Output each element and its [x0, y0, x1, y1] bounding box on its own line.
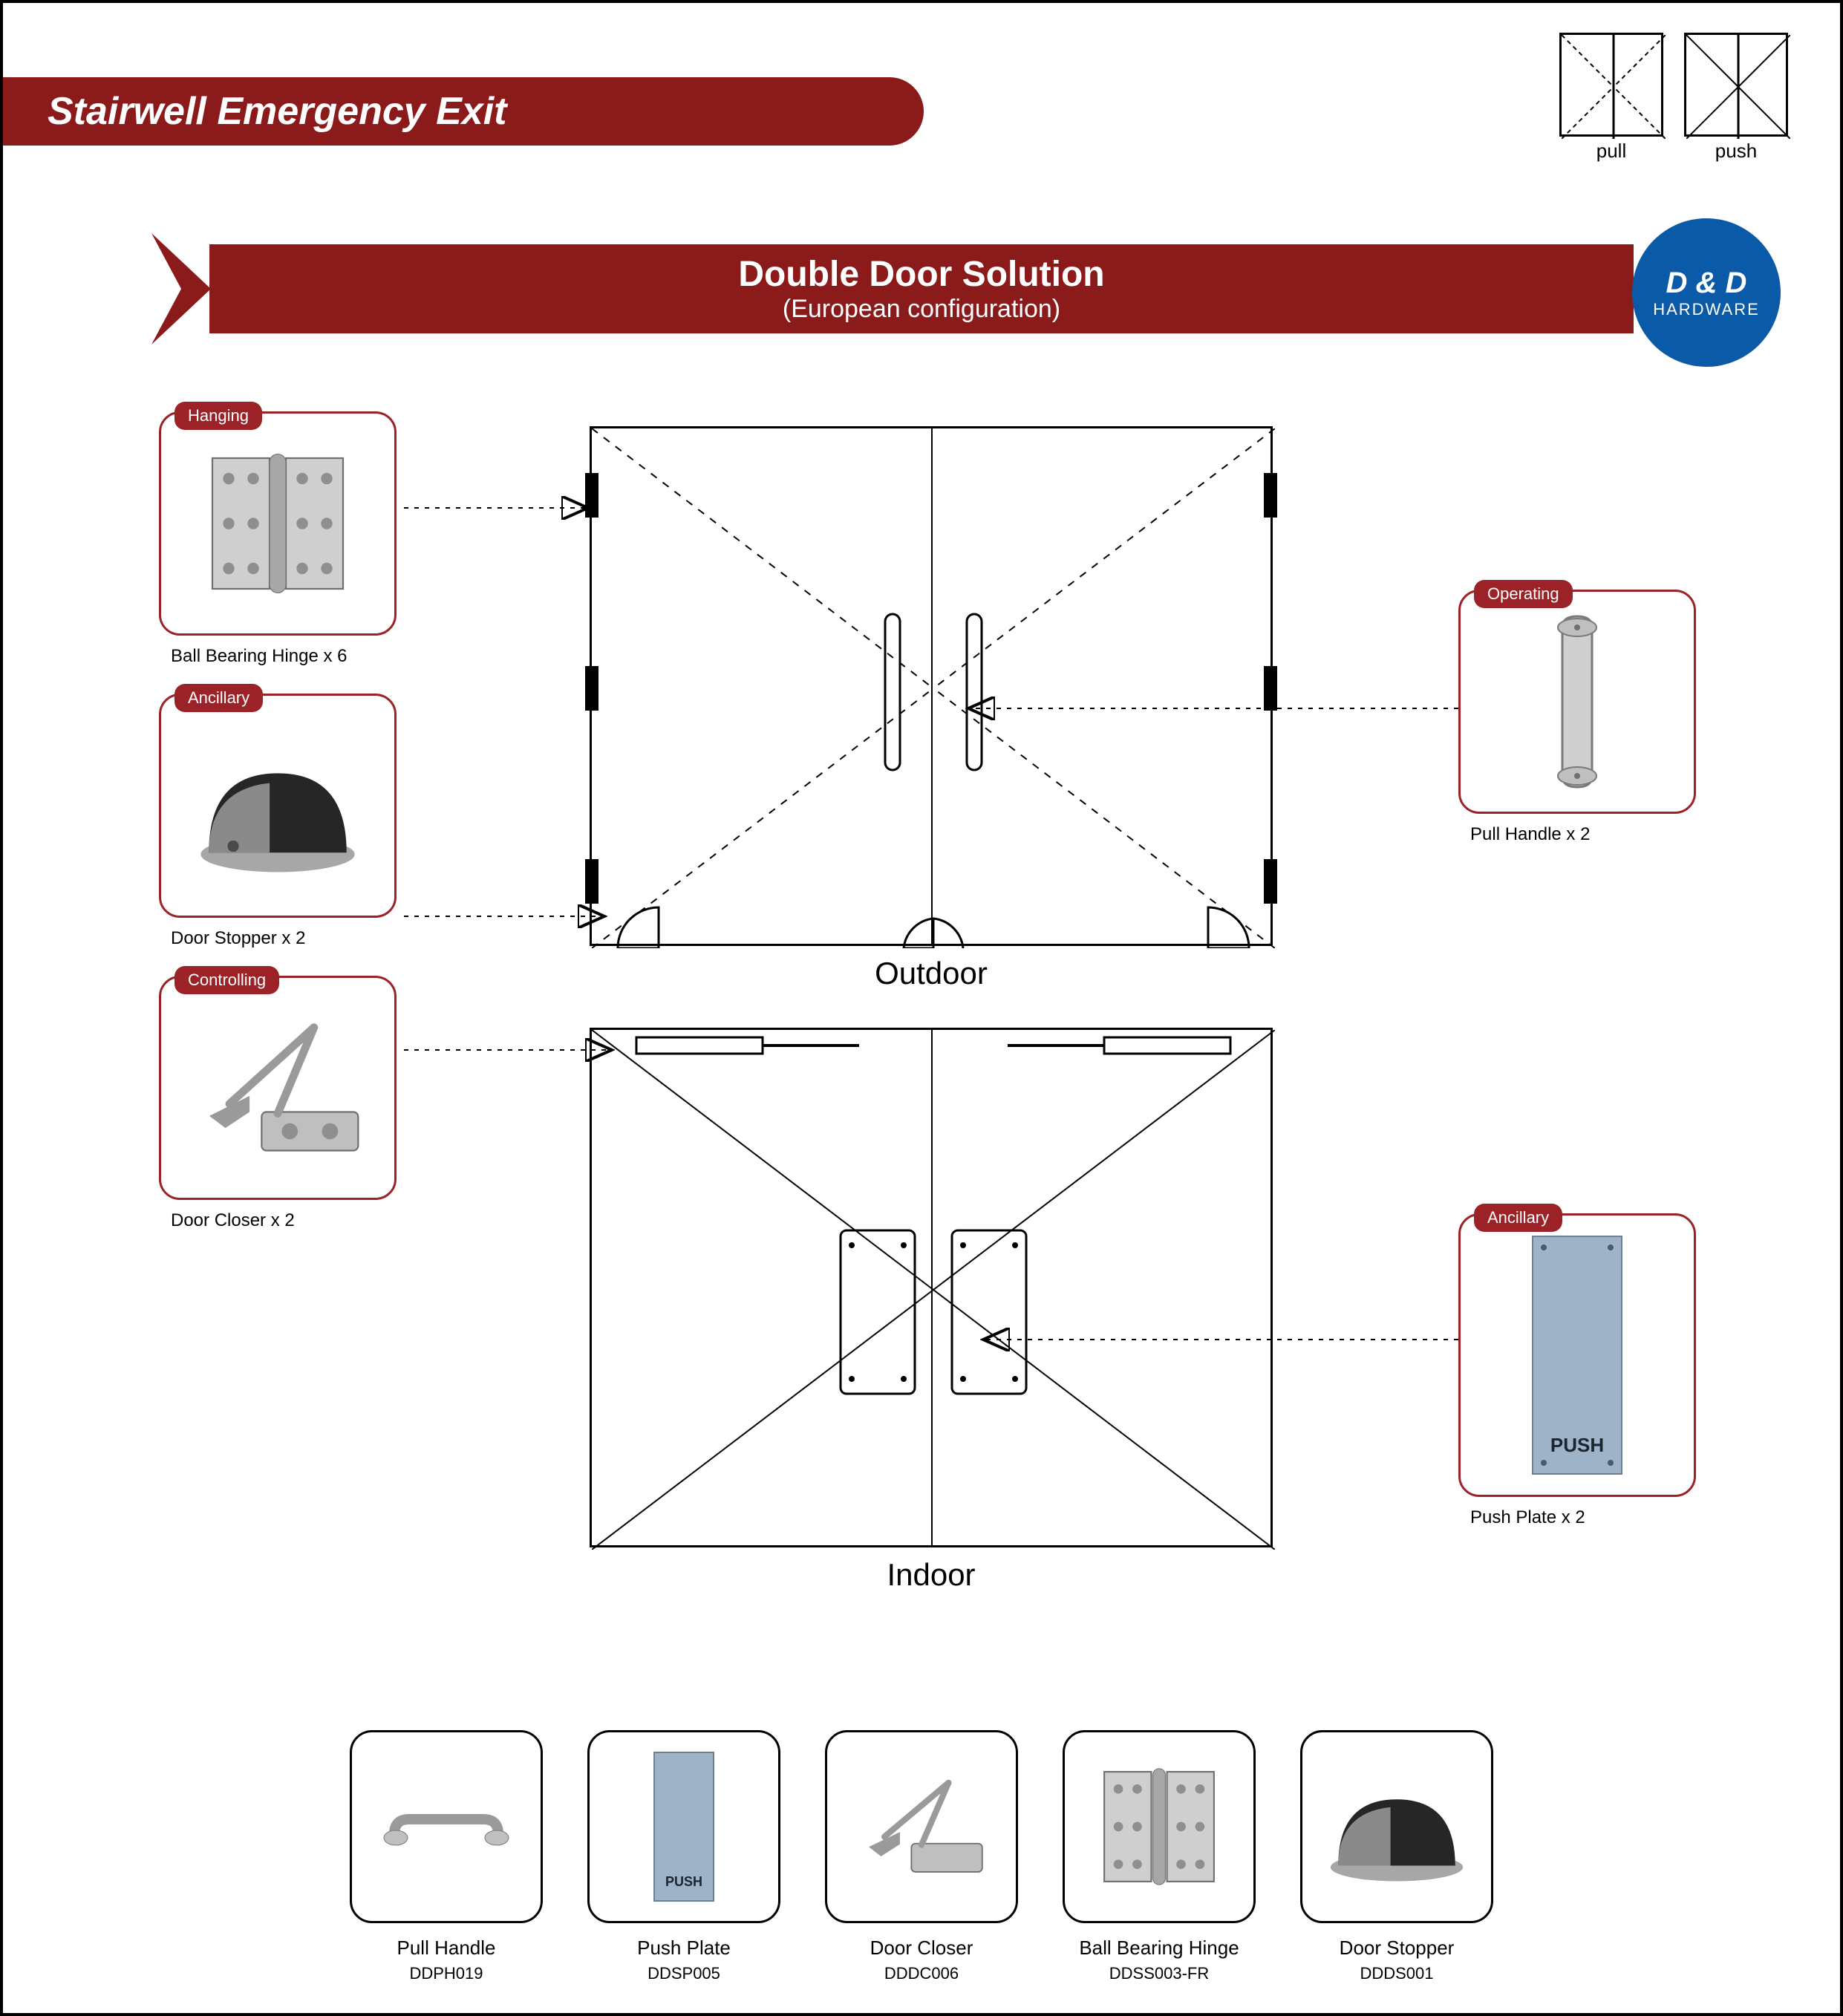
- push-plate-text: PUSH: [1550, 1434, 1604, 1456]
- page: Stairwell Emergency Exit pull: [0, 0, 1843, 2016]
- door-stopper-icon: [167, 702, 388, 910]
- door-plan-indoor: Indoor: [590, 1028, 1273, 1547]
- catalogue-item: Door Stopper DDDS001: [1300, 1730, 1493, 1983]
- legend-pull: pull: [1559, 33, 1663, 163]
- catalogue-name: Door Stopper: [1300, 1937, 1493, 1960]
- catalogue-item: PUSH Push Plate DDSP005: [587, 1730, 780, 1983]
- header-title: Stairwell Emergency Exit: [48, 89, 507, 134]
- legend-push-label: push: [1684, 140, 1788, 163]
- card-ancillary-left-caption: Door Stopper x 2: [166, 928, 305, 949]
- push-plate-icon: PUSH: [587, 1730, 780, 1923]
- indoor-label: Indoor: [592, 1557, 1270, 1593]
- hinge-icon: [167, 420, 388, 627]
- ribbon-chevron-left-icon: [151, 233, 211, 345]
- catalogue-row: Pull Handle DDPH019 PUSH Push Plate DDSP…: [3, 1730, 1840, 1983]
- ribbon: Double Door Solution (European configura…: [151, 233, 1692, 345]
- catalogue-item: Ball Bearing Hinge DDSS003-FR: [1063, 1730, 1256, 1983]
- push-plate-icon: PUSH: [1467, 1221, 1688, 1489]
- catalogue-name: Door Closer: [825, 1937, 1018, 1960]
- header-pill: Stairwell Emergency Exit: [3, 77, 924, 146]
- card-operating-caption: Pull Handle x 2: [1466, 824, 1590, 845]
- catalogue-code: DDPH019: [350, 1964, 543, 1983]
- ribbon-title: Double Door Solution: [738, 254, 1104, 295]
- card-ancillary-right-tag: Ancillary: [1474, 1204, 1562, 1232]
- catalogue-item: Door Closer DDDC006: [825, 1730, 1018, 1983]
- catalogue-code: DDSS003-FR: [1063, 1964, 1256, 1983]
- pull-handle-icon: [350, 1730, 543, 1923]
- card-hanging: Hanging: [159, 411, 397, 636]
- ribbon-subtitle: (European configuration): [783, 295, 1060, 324]
- card-hanging-caption: Ball Bearing Hinge x 6: [166, 646, 347, 667]
- catalogue-item: Pull Handle DDPH019: [350, 1730, 543, 1983]
- catalogue-name: Push Plate: [587, 1937, 780, 1960]
- catalogue-name: Ball Bearing Hinge: [1063, 1937, 1256, 1960]
- brand-logo-top: D & D: [1666, 267, 1747, 300]
- door-closer-icon: [167, 984, 388, 1192]
- card-operating-tag: Operating: [1474, 580, 1573, 608]
- brand-logo: D & D HARDWARE: [1632, 218, 1781, 367]
- legend-icons: pull push: [1559, 33, 1788, 163]
- hinge-icon: [1063, 1730, 1256, 1923]
- door-stopper-icon: [1300, 1730, 1493, 1923]
- card-ancillary-right-caption: Push Plate x 2: [1466, 1507, 1585, 1528]
- card-controlling: Controlling: [159, 976, 397, 1200]
- card-operating: Operating: [1458, 590, 1696, 814]
- legend-push: push: [1684, 33, 1788, 163]
- card-ancillary-left: Ancillary: [159, 694, 397, 918]
- outdoor-label: Outdoor: [592, 956, 1270, 991]
- body-area: Outdoor: [3, 397, 1840, 1738]
- ribbon-center: Double Door Solution (European configura…: [209, 244, 1634, 333]
- legend-pull-label: pull: [1559, 140, 1663, 163]
- card-controlling-caption: Door Closer x 2: [166, 1210, 295, 1231]
- catalogue-code: DDSP005: [587, 1964, 780, 1983]
- card-hanging-tag: Hanging: [174, 402, 262, 430]
- card-ancillary-left-tag: Ancillary: [174, 684, 263, 712]
- legend-pull-icon: [1559, 33, 1663, 137]
- svg-text:PUSH: PUSH: [665, 1874, 702, 1889]
- catalogue-code: DDDC006: [825, 1964, 1018, 1983]
- legend-push-icon: [1684, 33, 1788, 137]
- card-controlling-tag: Controlling: [174, 966, 279, 994]
- catalogue-code: DDDS001: [1300, 1964, 1493, 1983]
- brand-logo-bottom: HARDWARE: [1653, 300, 1760, 319]
- card-ancillary-right: Ancillary PUSH: [1458, 1213, 1696, 1497]
- door-closer-icon: [825, 1730, 1018, 1923]
- pull-handle-icon: [1467, 598, 1688, 806]
- door-plan-outdoor: Outdoor: [590, 426, 1273, 946]
- catalogue-name: Pull Handle: [350, 1937, 543, 1960]
